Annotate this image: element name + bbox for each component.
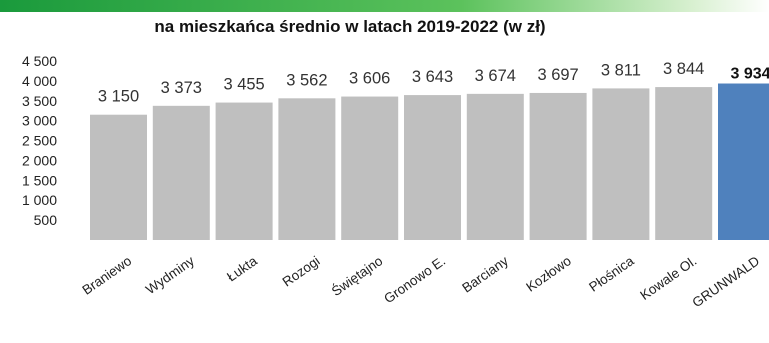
category-label: Barciany (459, 253, 511, 296)
data-label: 3 674 (475, 67, 516, 85)
chart-title: na mieszkańca średnio w latach 2019-2022… (154, 17, 546, 36)
bar (152, 105, 210, 240)
category-label: Kozłowo (523, 253, 573, 295)
y-tick-label: 500 (34, 212, 58, 228)
bar (529, 92, 587, 240)
category-label: Braniewo (80, 253, 135, 298)
bar (90, 114, 147, 240)
data-label: 3 373 (161, 79, 202, 97)
bar (404, 95, 461, 240)
data-label: 3 643 (412, 68, 453, 86)
category-label: Świętajno (329, 253, 386, 299)
data-label: 3 606 (349, 70, 390, 88)
data-label: 3 811 (601, 61, 641, 79)
header-accent-bar (0, 0, 769, 12)
bar (215, 102, 273, 240)
category-label: Łukta (224, 253, 260, 285)
category-label: Płośnica (586, 253, 637, 295)
data-label: 3 844 (663, 60, 704, 78)
y-tick-label: 1 000 (22, 192, 57, 208)
y-tick-label: 4 000 (22, 73, 57, 89)
data-label: 3 455 (223, 76, 264, 94)
bar (655, 87, 713, 240)
y-tick-label: 3 500 (22, 93, 57, 109)
category-label: Kowale Ol. (637, 253, 699, 303)
y-tick-label: 2 000 (22, 152, 57, 168)
category-label: Gronowo E. (381, 253, 448, 306)
bar (718, 83, 769, 240)
y-tick-label: 1 500 (22, 172, 57, 188)
data-label: 3 562 (286, 71, 327, 89)
data-label: 3 697 (537, 66, 578, 84)
y-tick-label: 4 500 (22, 53, 57, 69)
category-label: Wydminy (143, 253, 197, 297)
data-label: 3 934 (730, 66, 769, 83)
bar (466, 93, 524, 240)
bar (341, 96, 399, 240)
y-tick-label: 2 500 (22, 133, 57, 149)
bar (278, 98, 336, 240)
bar (592, 88, 650, 240)
category-label: GRUNWALD (690, 253, 763, 310)
category-label: Rozogi (280, 253, 323, 289)
data-label: 3 150 (98, 88, 139, 106)
y-tick-label: 3 000 (22, 113, 57, 129)
